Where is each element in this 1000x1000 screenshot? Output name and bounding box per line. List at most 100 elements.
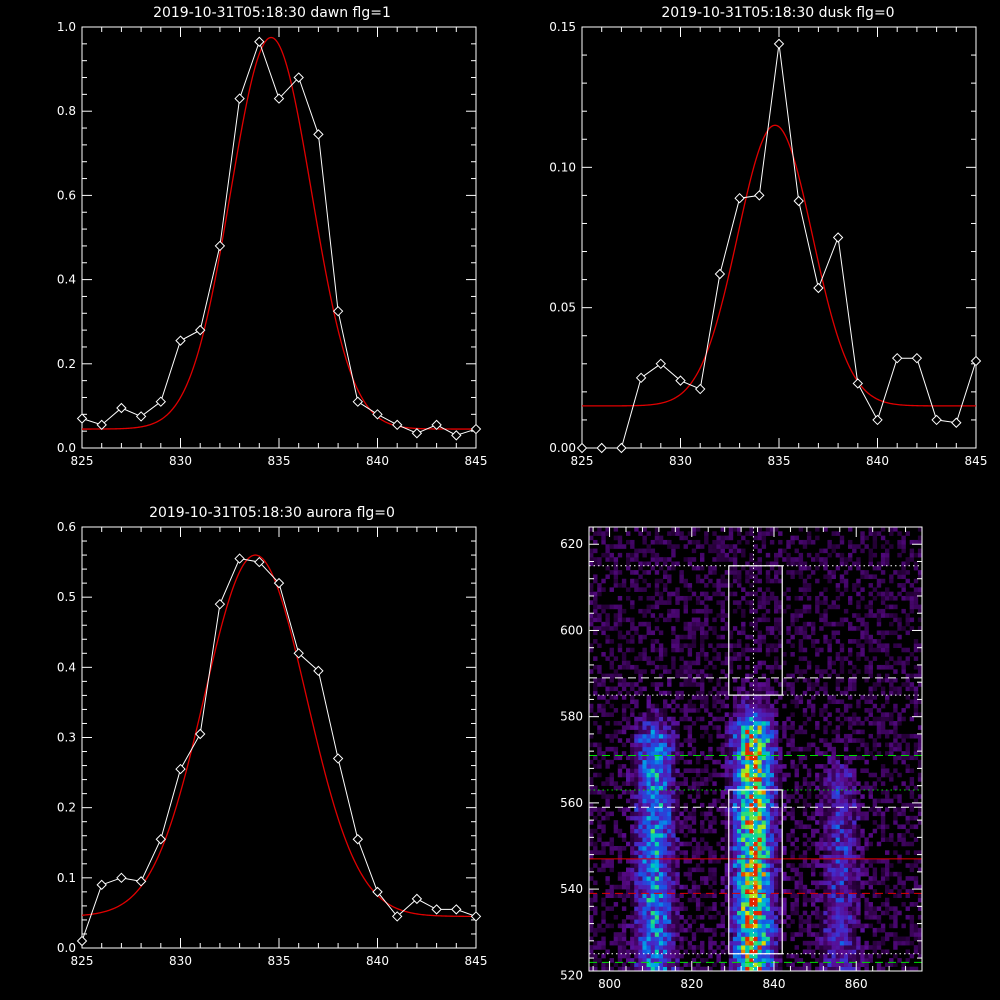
heatmap-cell <box>737 574 742 580</box>
heatmap-cell <box>885 889 890 894</box>
heatmap-cell <box>609 777 614 782</box>
heatmap-cell <box>745 867 750 873</box>
heatmap-cell <box>617 755 623 761</box>
heatmap-cell <box>679 966 684 971</box>
heatmap-cell <box>864 837 869 842</box>
heatmap-cell <box>852 583 857 588</box>
heatmap-cell <box>852 720 857 726</box>
heatmap-cell <box>712 591 717 597</box>
heatmap-cell <box>794 768 799 774</box>
heatmap-cell <box>769 949 775 955</box>
heatmap-cell <box>843 880 849 886</box>
heatmap-cell <box>650 824 656 830</box>
heatmap-cell <box>913 751 919 756</box>
heatmap-cell <box>848 833 853 838</box>
heatmap-cell <box>687 815 693 821</box>
heatmap-cell <box>827 604 832 610</box>
heatmap-cell <box>720 742 725 748</box>
heatmap-cell <box>737 802 742 808</box>
heatmap-cell <box>642 889 647 894</box>
heatmap-cell <box>765 785 771 791</box>
heatmap-cell <box>691 626 697 631</box>
heatmap-cell <box>671 863 676 868</box>
heatmap-cell <box>765 815 771 821</box>
heatmap-cell <box>778 850 783 855</box>
heatmap-cell <box>683 712 688 717</box>
heatmap-cell <box>893 940 898 946</box>
heatmap-cell <box>905 876 910 881</box>
heatmap-cell <box>765 824 771 830</box>
heatmap-cell <box>794 626 799 631</box>
heatmap-cell <box>827 811 832 817</box>
heatmap-cell <box>823 785 828 791</box>
heatmap-cell <box>843 742 849 748</box>
heatmap-cell <box>679 902 684 907</box>
heatmap-cell <box>761 871 767 877</box>
heatmap-cell <box>823 716 828 722</box>
heatmap-cell <box>691 634 697 640</box>
heatmap-cell <box>848 652 853 657</box>
heatmap-cell <box>749 889 754 894</box>
heatmap-cell <box>634 690 639 696</box>
heatmap-cell <box>630 854 635 860</box>
heatmap-cell <box>687 716 693 722</box>
data-point-marker <box>431 904 442 915</box>
heatmap-cell <box>778 966 783 971</box>
heatmap-cell <box>769 669 775 674</box>
heatmap-cell <box>732 768 738 774</box>
heatmap-cell <box>638 833 643 838</box>
heatmap-cell <box>658 958 664 963</box>
heatmap-cell <box>757 884 762 890</box>
heatmap-cell <box>769 815 775 821</box>
heatmap-cell <box>654 759 660 765</box>
heatmap-cell <box>609 673 614 679</box>
heatmap-cell <box>675 733 680 739</box>
heatmap-cell <box>872 906 878 911</box>
heatmap-cell <box>634 828 639 834</box>
heatmap-cell <box>757 833 762 838</box>
heatmap-cell <box>872 828 878 834</box>
heatmap-cell <box>621 686 627 692</box>
heatmap-cell <box>737 570 742 575</box>
heatmap-cell <box>876 893 882 899</box>
heatmap-cell <box>864 958 869 963</box>
heatmap-cell <box>864 669 869 674</box>
heatmap-cell <box>856 652 861 657</box>
heatmap-cell <box>679 824 684 830</box>
heatmap-cell <box>724 552 730 558</box>
heatmap-cell <box>675 768 680 774</box>
heatmap-cell <box>671 871 676 877</box>
heatmap-cell <box>843 759 849 765</box>
heatmap-cell <box>835 768 841 774</box>
heatmap-cell <box>864 845 869 851</box>
heatmap-cell <box>893 604 898 610</box>
heatmap-cell <box>761 949 767 955</box>
heatmap-cell <box>642 669 647 674</box>
heatmap-cell <box>671 626 676 631</box>
heatmap-cell <box>704 845 709 851</box>
heatmap-cell <box>650 833 656 838</box>
heatmap-cell <box>675 932 680 937</box>
heatmap-cell <box>815 858 820 864</box>
heatmap-cell <box>806 552 812 558</box>
heatmap-cell <box>708 867 713 873</box>
heatmap-cell <box>901 738 906 743</box>
heatmap-cell <box>806 604 812 610</box>
heatmap-cell <box>634 729 639 735</box>
heatmap-cell <box>728 772 734 778</box>
heatmap-cell <box>782 772 787 778</box>
heatmap-cell <box>589 557 594 562</box>
heatmap-cell <box>798 820 804 825</box>
heatmap-cell <box>679 751 684 756</box>
heatmap-cell <box>831 621 836 627</box>
data-point-marker <box>872 414 883 426</box>
heatmap-cell <box>769 725 775 730</box>
heatmap-cell <box>769 759 775 765</box>
heatmap-cell <box>835 893 841 899</box>
heatmap-cell <box>654 932 660 937</box>
heatmap-cell <box>737 777 742 782</box>
heatmap-cell <box>778 919 783 924</box>
heatmap-cell <box>737 871 742 877</box>
heatmap-cell <box>601 621 606 627</box>
heatmap-cell <box>856 902 861 907</box>
